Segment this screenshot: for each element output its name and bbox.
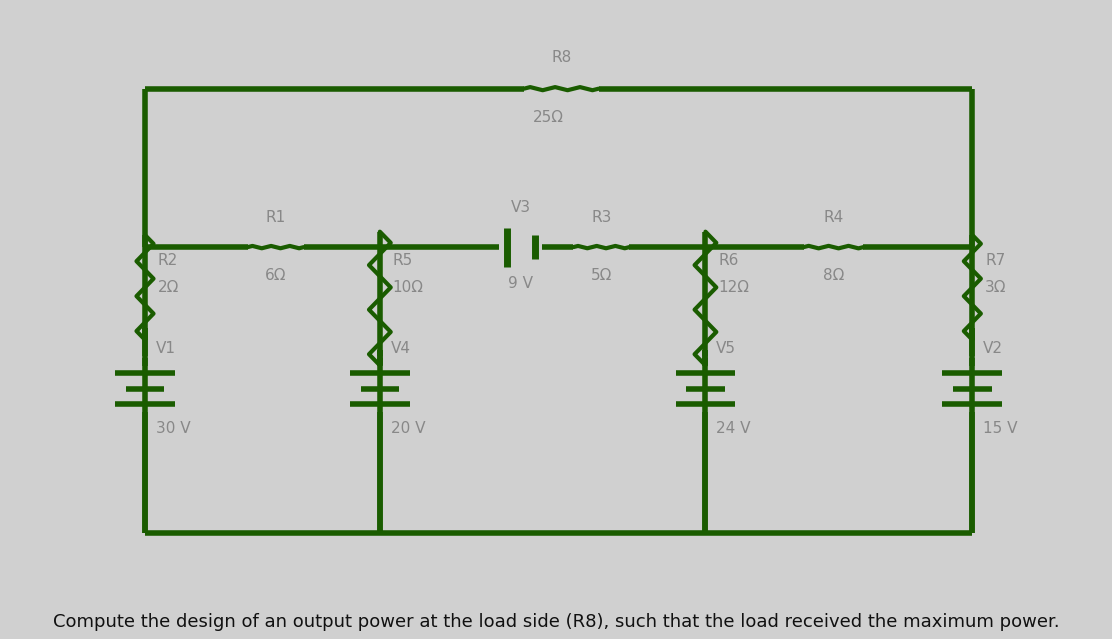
Text: 8Ω: 8Ω	[823, 268, 844, 283]
Text: R5: R5	[393, 252, 413, 268]
Text: 10Ω: 10Ω	[393, 281, 424, 295]
Text: V5: V5	[716, 341, 736, 355]
Text: 6Ω: 6Ω	[265, 268, 287, 283]
Text: R4: R4	[823, 210, 844, 225]
Text: 15 V: 15 V	[983, 421, 1017, 436]
Text: R6: R6	[718, 252, 738, 268]
Text: 12Ω: 12Ω	[718, 281, 749, 295]
Text: 9 V: 9 V	[508, 276, 534, 291]
Text: R2: R2	[158, 252, 178, 268]
Text: 30 V: 30 V	[156, 421, 190, 436]
Text: R7: R7	[985, 252, 1005, 268]
Text: 20 V: 20 V	[390, 421, 425, 436]
Text: R1: R1	[266, 210, 286, 225]
Text: 2Ω: 2Ω	[158, 281, 179, 295]
Text: V3: V3	[510, 200, 530, 215]
Text: V2: V2	[983, 341, 1003, 355]
Text: R3: R3	[592, 210, 612, 225]
Text: 3Ω: 3Ω	[985, 281, 1006, 295]
Text: 5Ω: 5Ω	[590, 268, 612, 283]
Text: R8: R8	[552, 50, 572, 65]
Text: V1: V1	[156, 341, 176, 355]
Text: Compute the design of an output power at the load side (R8), such that the load : Compute the design of an output power at…	[52, 613, 1060, 631]
Text: 25Ω: 25Ω	[533, 110, 564, 125]
Text: 24 V: 24 V	[716, 421, 751, 436]
Text: V4: V4	[390, 341, 410, 355]
